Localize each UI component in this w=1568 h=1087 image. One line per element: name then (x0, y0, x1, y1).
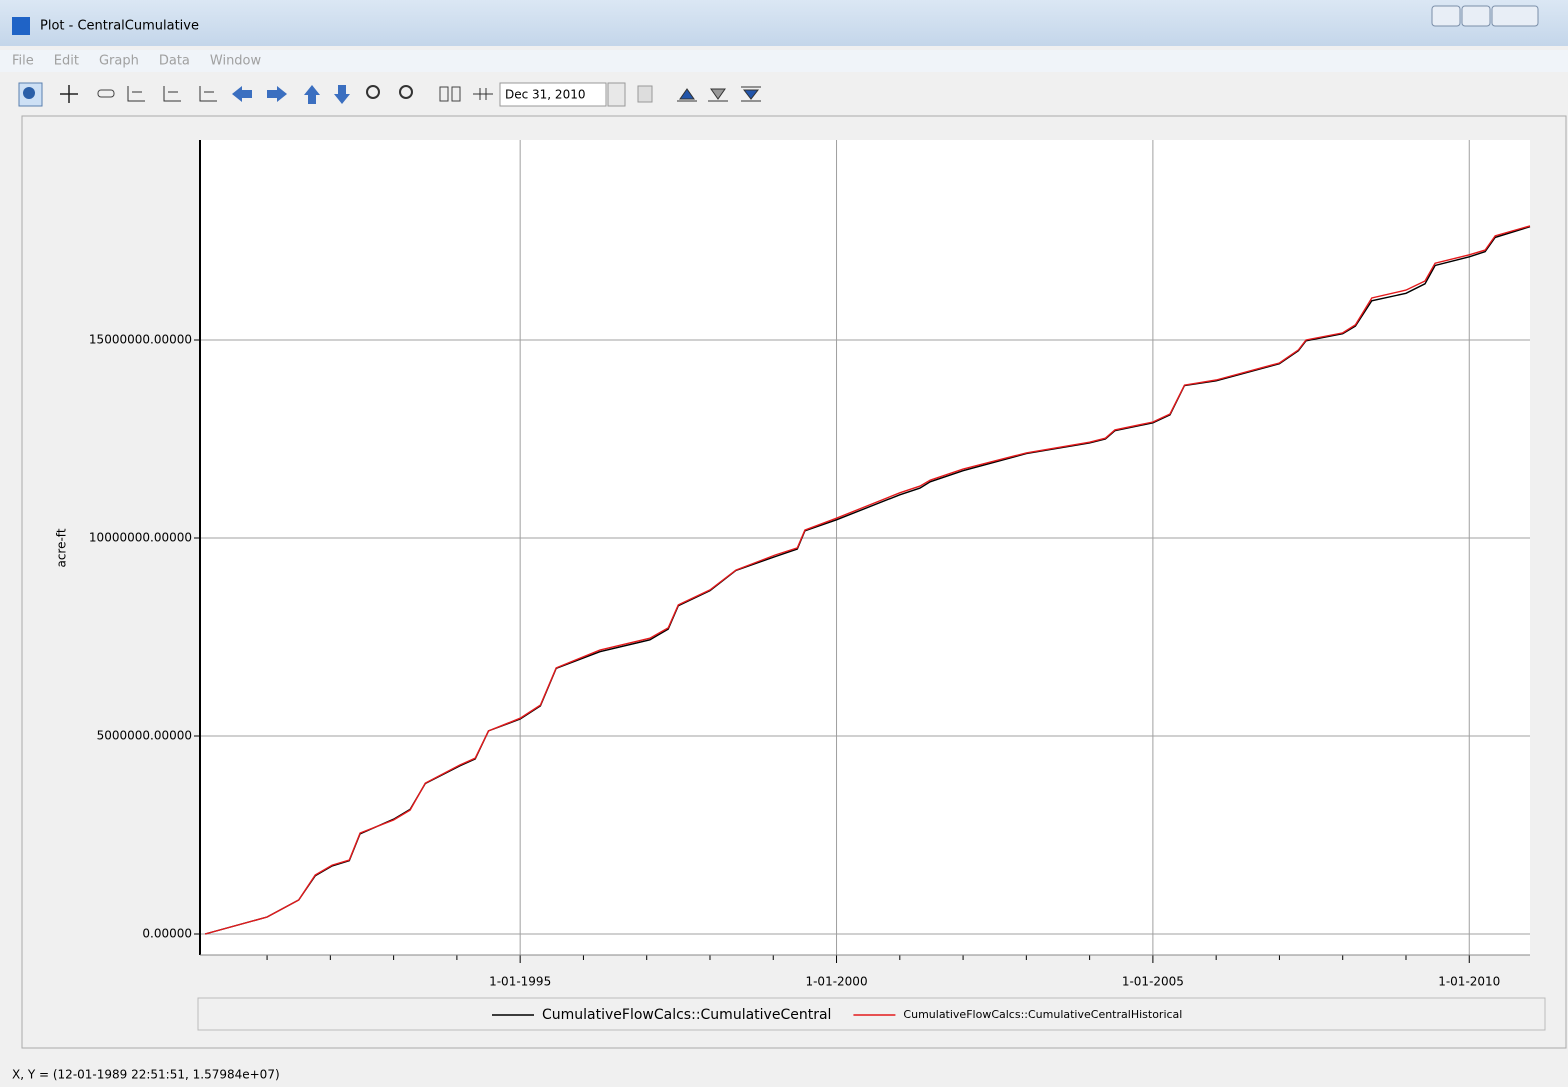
y-tick-label: 0.00000 (142, 927, 192, 941)
title-bar (0, 0, 1568, 46)
menu-item[interactable]: File (12, 54, 34, 69)
app-icon (12, 17, 30, 35)
legend-label: CumulativeFlowCalcs::CumulativeCentral (542, 1007, 831, 1023)
status-text: X, Y = (12-01-1989 22:51:51, 1.57984e+07… (12, 1068, 280, 1082)
plot-area (200, 140, 1530, 955)
date-value: Dec 31, 2010 (505, 88, 585, 102)
legend-label: CumulativeFlowCalcs::CumulativeCentralHi… (903, 1008, 1182, 1021)
window-title: Plot - CentralCumulative (40, 19, 199, 34)
toolbar (0, 76, 1568, 112)
zoom-icon (23, 87, 35, 99)
menu-item[interactable]: Data (159, 54, 190, 69)
minimize-button[interactable] (1431, 5, 1461, 27)
series-line (204, 225, 1531, 935)
status-bar (0, 1062, 1568, 1087)
close-button[interactable] (1491, 5, 1539, 27)
legend (197, 997, 1546, 1031)
x-tick-label: 1-01-1995 (489, 975, 551, 989)
toolbar-icons-right (637, 85, 761, 103)
menu-item[interactable]: Edit (54, 54, 79, 69)
date-field[interactable] (499, 82, 607, 107)
y-tick-label: 5000000.00000 (97, 729, 192, 743)
y-axis-label: acre-ft (55, 528, 69, 567)
maximize-button[interactable] (1461, 5, 1491, 27)
menu-item[interactable]: Window (210, 54, 262, 69)
x-tick-label: 1-01-2010 (1438, 975, 1500, 989)
y-tick-label: 10000000.00000 (89, 530, 192, 544)
y-tick-label: 15000000.00000 (89, 332, 192, 346)
date-spinner[interactable] (607, 82, 626, 107)
toolbar-icons (97, 85, 493, 104)
x-tick-label: 1-01-2005 (1122, 975, 1184, 989)
crosshair-tool[interactable] (60, 85, 78, 103)
x-tick-label: 1-01-2000 (805, 975, 867, 989)
menu-bar (0, 50, 1568, 72)
menu-item[interactable]: Graph (99, 54, 139, 69)
